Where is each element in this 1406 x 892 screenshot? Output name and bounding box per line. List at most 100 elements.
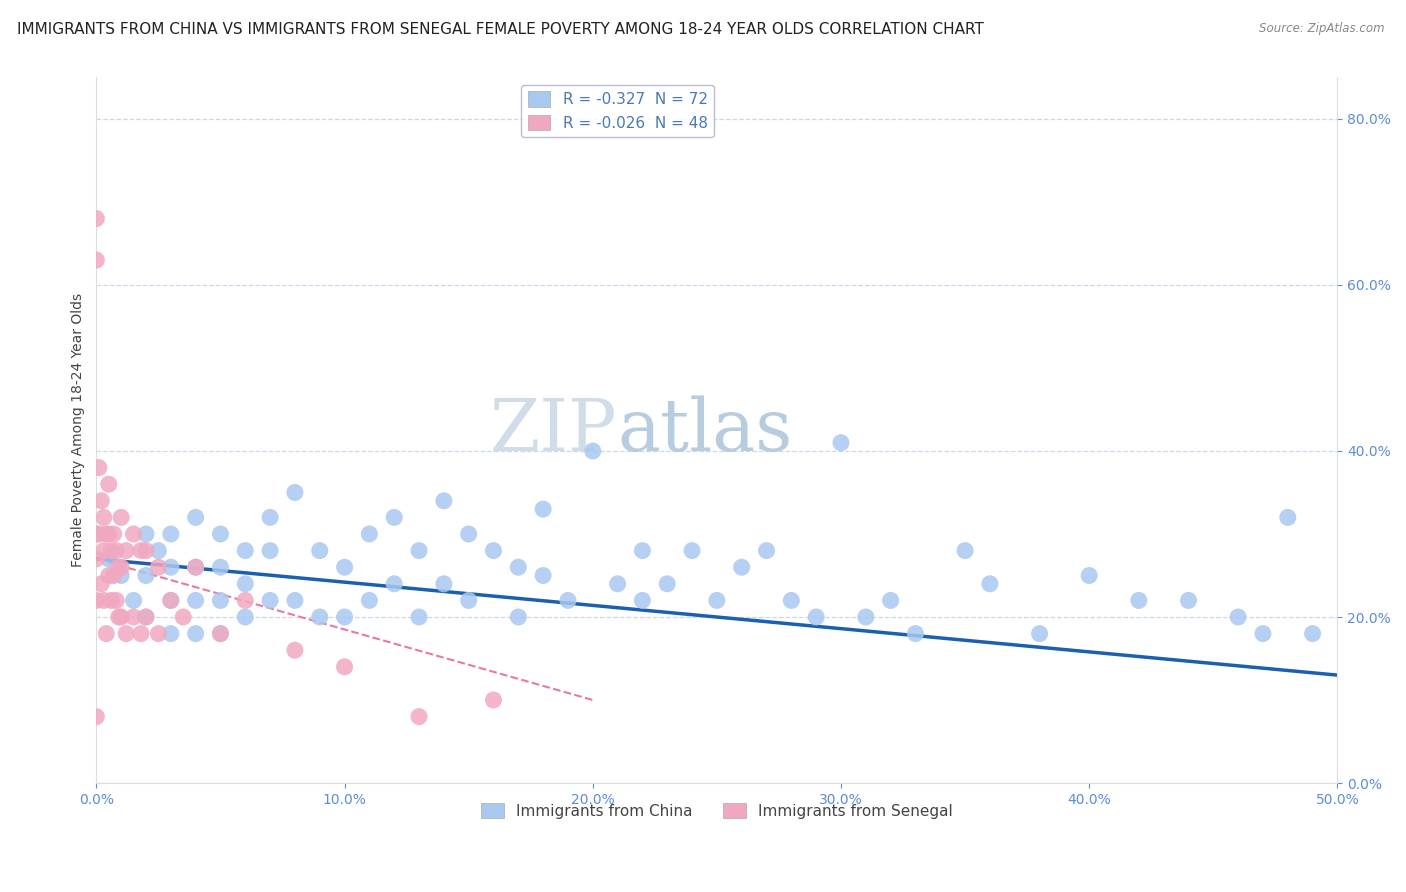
Point bbox=[86, 593, 108, 607]
Point bbox=[382, 510, 405, 524]
Point bbox=[531, 568, 554, 582]
Point bbox=[233, 543, 256, 558]
Point bbox=[110, 560, 132, 574]
Point bbox=[90, 493, 112, 508]
Point bbox=[159, 593, 181, 607]
Point bbox=[159, 626, 181, 640]
Point bbox=[1251, 626, 1274, 640]
Point bbox=[408, 543, 430, 558]
Point bbox=[184, 510, 207, 524]
Point bbox=[284, 593, 307, 607]
Point bbox=[97, 552, 120, 566]
Point bbox=[308, 543, 330, 558]
Point bbox=[1078, 568, 1101, 582]
Point bbox=[284, 643, 307, 657]
Point bbox=[90, 576, 112, 591]
Point bbox=[105, 543, 128, 558]
Point bbox=[135, 527, 157, 541]
Point bbox=[284, 485, 307, 500]
Text: IMMIGRANTS FROM CHINA VS IMMIGRANTS FROM SENEGAL FEMALE POVERTY AMONG 18-24 YEAR: IMMIGRANTS FROM CHINA VS IMMIGRANTS FROM… bbox=[17, 22, 984, 37]
Point bbox=[333, 560, 356, 574]
Point bbox=[259, 543, 281, 558]
Point bbox=[359, 527, 381, 541]
Point bbox=[110, 568, 132, 582]
Point bbox=[830, 435, 852, 450]
Point bbox=[706, 593, 728, 607]
Point bbox=[1028, 626, 1050, 640]
Point bbox=[1227, 610, 1250, 624]
Point bbox=[904, 626, 927, 640]
Point bbox=[107, 560, 129, 574]
Point bbox=[681, 543, 703, 558]
Point bbox=[582, 444, 605, 458]
Point bbox=[184, 593, 207, 607]
Point bbox=[657, 576, 679, 591]
Point bbox=[135, 610, 157, 624]
Point bbox=[209, 626, 232, 640]
Point bbox=[86, 709, 108, 723]
Point bbox=[87, 460, 110, 475]
Point bbox=[531, 502, 554, 516]
Point bbox=[115, 626, 138, 640]
Point bbox=[233, 576, 256, 591]
Point bbox=[148, 626, 170, 640]
Point bbox=[457, 593, 479, 607]
Point bbox=[93, 543, 115, 558]
Point bbox=[100, 593, 122, 607]
Point bbox=[557, 593, 579, 607]
Point bbox=[93, 510, 115, 524]
Point bbox=[755, 543, 778, 558]
Point bbox=[148, 560, 170, 574]
Text: Source: ZipAtlas.com: Source: ZipAtlas.com bbox=[1260, 22, 1385, 36]
Point bbox=[631, 593, 654, 607]
Point bbox=[979, 576, 1001, 591]
Text: ZIP: ZIP bbox=[491, 395, 617, 466]
Point bbox=[209, 527, 232, 541]
Point bbox=[333, 610, 356, 624]
Y-axis label: Female Poverty Among 18-24 Year Olds: Female Poverty Among 18-24 Year Olds bbox=[72, 293, 86, 567]
Point bbox=[86, 253, 108, 268]
Point bbox=[259, 510, 281, 524]
Point bbox=[172, 610, 194, 624]
Point bbox=[308, 610, 330, 624]
Point bbox=[508, 560, 530, 574]
Point bbox=[1277, 510, 1299, 524]
Point bbox=[105, 593, 128, 607]
Point bbox=[433, 493, 456, 508]
Point bbox=[359, 593, 381, 607]
Point bbox=[93, 593, 115, 607]
Point bbox=[1302, 626, 1324, 640]
Point bbox=[159, 527, 181, 541]
Point bbox=[148, 543, 170, 558]
Point bbox=[122, 527, 145, 541]
Text: atlas: atlas bbox=[617, 395, 793, 466]
Point bbox=[233, 610, 256, 624]
Point bbox=[879, 593, 901, 607]
Point bbox=[135, 610, 157, 624]
Point bbox=[184, 560, 207, 574]
Point bbox=[457, 527, 479, 541]
Point bbox=[209, 560, 232, 574]
Point bbox=[129, 626, 152, 640]
Point bbox=[482, 693, 505, 707]
Point bbox=[103, 568, 125, 582]
Point bbox=[135, 543, 157, 558]
Point bbox=[631, 543, 654, 558]
Point bbox=[97, 477, 120, 491]
Point bbox=[159, 593, 181, 607]
Point bbox=[508, 610, 530, 624]
Point bbox=[184, 560, 207, 574]
Point bbox=[731, 560, 754, 574]
Point bbox=[97, 568, 120, 582]
Point bbox=[209, 626, 232, 640]
Point bbox=[1128, 593, 1150, 607]
Point bbox=[110, 510, 132, 524]
Point bbox=[408, 709, 430, 723]
Point bbox=[184, 626, 207, 640]
Point bbox=[129, 543, 152, 558]
Point bbox=[804, 610, 827, 624]
Point bbox=[86, 527, 108, 541]
Point bbox=[433, 576, 456, 591]
Point bbox=[233, 593, 256, 607]
Point bbox=[86, 211, 108, 226]
